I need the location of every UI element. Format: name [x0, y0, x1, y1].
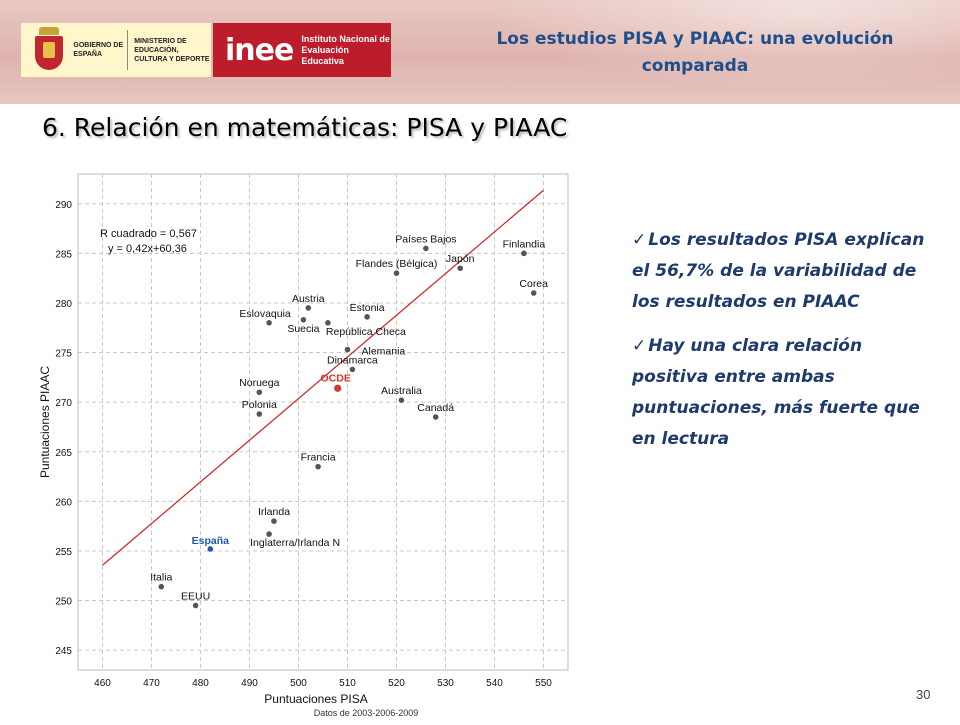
data-point: [271, 518, 277, 524]
scatter-chart: 460 470 480 490 500 510 520 530 540 550 245 250 255 2…: [34, 166, 590, 720]
x-tick-label: 500: [290, 678, 307, 689]
data-point: [158, 583, 165, 590]
point-layer: Países Bajos Finlandia Flandes (Bélgica) Ja…: [150, 233, 548, 609]
data-point: [256, 389, 263, 396]
slide-title: 6. Relación en matemáticas: PISA y PIAAC: [42, 113, 568, 142]
coat-of-arms-icon: [29, 27, 67, 73]
r-squared-label: R cuadrado = 0,567: [100, 228, 197, 240]
data-point-label: OCDE: [321, 372, 351, 384]
data-point: [393, 270, 400, 276]
x-tick-label: 550: [535, 678, 552, 689]
data-point: [364, 314, 370, 320]
grid-layer: [78, 174, 568, 670]
bullet-item: ✓ Los resultados PISA explican el 56,7% d…: [632, 225, 932, 318]
data-point-label: EEUU: [181, 591, 210, 603]
y-tick-label: 280: [55, 299, 72, 310]
data-point-label: República Checa: [326, 326, 406, 338]
trend-line: [102, 189, 544, 566]
x-tick-label: 530: [437, 678, 454, 689]
y-tick-label: 290: [55, 200, 72, 211]
y-tick-label: 285: [55, 249, 72, 260]
y-tick-label: 270: [55, 398, 72, 409]
data-point: [300, 317, 307, 323]
checkmark-icon: ✓: [632, 230, 647, 250]
bullet-text: Los resultados PISA explican el 56,7% de…: [632, 230, 925, 312]
page-number: 30: [916, 687, 931, 702]
data-point-label: Corea: [519, 278, 548, 290]
bullet-item: ✓ Hay una clara relación positiva entre a…: [632, 331, 932, 455]
data-point: [398, 397, 405, 403]
x-tick-label: 490: [241, 678, 258, 689]
data-point-label: Estonia: [350, 302, 385, 314]
source-note: Datos de 2003-2006-2009: [314, 708, 419, 718]
scatter-chart-svg: 460 470 480 490 500 510 520 530 540 550 245 250 255 2…: [38, 173, 569, 718]
header-banner: GOBIERNO DE ESPAÑA MINISTERIO DE EDUCACI…: [0, 0, 960, 104]
y-tick-label: 245: [55, 646, 72, 657]
data-point-label: Francia: [301, 452, 336, 464]
y-axis-label: Puntuaciones PIAAC: [38, 366, 52, 478]
banner-decoration: [440, 0, 960, 104]
data-point-label: Noruega: [239, 377, 279, 389]
bullet-text: Hay una clara relación positiva entre am…: [632, 336, 920, 449]
gov-logo-line2: MINISTERIO DE EDUCACIÓN, CULTURA Y DEPOR…: [134, 37, 210, 63]
data-point: [266, 320, 272, 326]
gov-logo-line1: GOBIERNO DE ESPAÑA: [73, 42, 124, 58]
data-point: [334, 384, 342, 392]
data-point-label: Austria: [292, 293, 325, 305]
data-point: [423, 245, 429, 252]
data-point-label: Países Bajos: [395, 233, 456, 245]
data-point-label: Finlandia: [503, 238, 546, 250]
inee-logo-word: inee: [225, 32, 294, 68]
data-point: [521, 250, 527, 257]
data-point: [192, 602, 199, 609]
data-point-label: Eslovaquia: [239, 308, 291, 320]
data-point-label: Italia: [150, 572, 172, 584]
data-point-label: Irlanda: [258, 506, 290, 518]
data-point: [457, 265, 464, 272]
data-point: [325, 320, 331, 326]
header-title: Los estudios PISA y PIAAC: una evolución…: [496, 29, 894, 76]
y-tick-label: 260: [55, 497, 72, 508]
data-point: [344, 346, 351, 353]
data-point-label: Alemania: [362, 346, 406, 358]
data-point: [349, 366, 356, 373]
tick-layer: 460 470 480 490 500 510 520 530 540 550 245 250 255 2…: [55, 200, 552, 689]
x-tick-label: 510: [339, 678, 356, 689]
y-tick-label: 250: [55, 597, 72, 608]
bullet-list: ✓ Los resultados PISA explican el 56,7% d…: [632, 225, 932, 468]
data-point-label: Polonia: [242, 399, 277, 411]
data-point-label: Japón: [446, 253, 475, 265]
data-point: [315, 463, 321, 470]
inee-logo-subtitle: Instituto Nacional de Evaluación Educati…: [301, 33, 390, 66]
x-tick-label: 460: [94, 678, 111, 689]
data-point-label: España: [192, 535, 230, 547]
data-point-label: Inglaterra/Irlanda N: [250, 537, 340, 549]
trend-layer: [102, 189, 544, 566]
data-point: [530, 290, 537, 296]
data-point-label: Canadá: [417, 402, 454, 414]
y-tick-label: 265: [55, 448, 72, 459]
data-point-label: Dinamarca: [327, 354, 378, 366]
regression-equation: y = 0,42x+60,36: [108, 243, 187, 255]
checkmark-icon: ✓: [632, 336, 647, 356]
data-point: [432, 414, 439, 420]
data-point: [256, 411, 263, 417]
inee-logo: inee Instituto Nacional de Evaluación Ed…: [213, 23, 391, 77]
y-tick-label: 255: [55, 547, 72, 558]
data-point-label: Flandes (Bélgica): [356, 258, 438, 270]
data-point: [207, 546, 214, 552]
y-tick-label: 275: [55, 349, 72, 360]
x-tick-label: 480: [192, 678, 209, 689]
x-tick-label: 470: [143, 678, 160, 689]
x-tick-label: 540: [486, 678, 503, 689]
data-point-label: Suecia: [287, 323, 319, 335]
data-point: [266, 531, 272, 537]
x-tick-label: 520: [388, 678, 405, 689]
gov-logo: GOBIERNO DE ESPAÑA MINISTERIO DE EDUCACI…: [21, 23, 211, 77]
x-axis-label: Puntuaciones PISA: [264, 692, 367, 706]
data-point: [305, 305, 312, 311]
gov-logo-divider: [127, 30, 129, 70]
data-point-label: Australia: [381, 385, 422, 397]
